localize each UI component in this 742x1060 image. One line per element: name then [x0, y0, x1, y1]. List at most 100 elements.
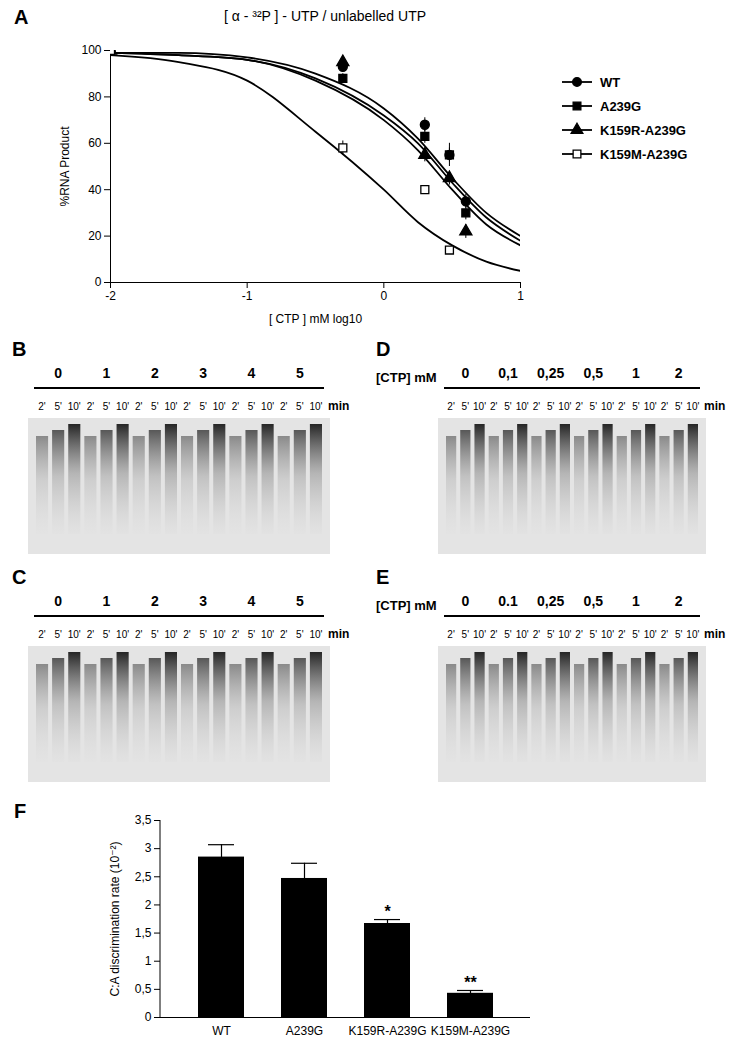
svg-text:5': 5'	[632, 629, 640, 640]
svg-text:2: 2	[675, 365, 683, 381]
svg-text:2': 2'	[87, 629, 95, 640]
svg-text:2': 2'	[87, 401, 95, 412]
svg-text:10': 10'	[644, 629, 657, 640]
svg-text:0,1: 0,1	[498, 365, 518, 381]
svg-text:1: 1	[145, 954, 152, 968]
svg-text:60: 60	[88, 136, 102, 150]
svg-text:5': 5'	[248, 401, 256, 412]
svg-text:A239G: A239G	[286, 1024, 323, 1038]
svg-text:[CTP] mM: [CTP] mM	[376, 370, 437, 385]
svg-text:4: 4	[248, 593, 256, 609]
svg-text:2': 2'	[533, 401, 541, 412]
svg-text:0,5: 0,5	[135, 982, 152, 996]
svg-text:10': 10'	[68, 629, 81, 640]
svg-text:5': 5'	[632, 401, 640, 412]
svg-text:10': 10'	[473, 401, 486, 412]
svg-text:%RNA Product: %RNA Product	[58, 126, 72, 207]
svg-text:5': 5'	[151, 401, 159, 412]
svg-text:10': 10'	[261, 401, 274, 412]
svg-text:3,5: 3,5	[135, 813, 152, 827]
svg-text:10': 10'	[68, 401, 81, 412]
svg-text:0: 0	[95, 275, 102, 289]
svg-text:min: min	[328, 627, 349, 641]
svg-text:10': 10'	[261, 629, 274, 640]
svg-text:2': 2'	[661, 629, 669, 640]
svg-text:10': 10'	[601, 401, 614, 412]
svg-text:10': 10'	[473, 629, 486, 640]
svg-text:10': 10'	[116, 629, 129, 640]
svg-text:1: 1	[103, 593, 111, 609]
svg-text:2: 2	[151, 365, 159, 381]
svg-text:1: 1	[103, 365, 111, 381]
svg-text:10': 10'	[558, 401, 571, 412]
svg-text:5': 5'	[151, 629, 159, 640]
svg-text:2': 2'	[38, 401, 46, 412]
svg-text:4: 4	[248, 365, 256, 381]
svg-text:5': 5'	[248, 629, 256, 640]
svg-text:2': 2'	[490, 629, 498, 640]
svg-text:5': 5'	[199, 401, 207, 412]
svg-text:2': 2'	[533, 629, 541, 640]
svg-text:10': 10'	[686, 401, 699, 412]
svg-text:1: 1	[632, 593, 640, 609]
svg-text:5': 5'	[462, 401, 470, 412]
svg-text:2,5: 2,5	[135, 870, 152, 884]
svg-text:0: 0	[461, 593, 469, 609]
svg-text:*: *	[384, 903, 391, 920]
svg-text:5': 5'	[590, 629, 598, 640]
svg-text:100: 100	[81, 43, 101, 57]
svg-text:[CTP] mM: [CTP] mM	[376, 598, 437, 613]
svg-text:5': 5'	[296, 401, 304, 412]
svg-text:5': 5'	[103, 401, 111, 412]
svg-text:5: 5	[296, 365, 304, 381]
svg-text:2': 2'	[232, 401, 240, 412]
svg-text:5: 5	[296, 593, 304, 609]
svg-text:E: E	[376, 566, 389, 588]
svg-text:D: D	[376, 338, 390, 360]
svg-text:2': 2'	[575, 629, 583, 640]
svg-text:10': 10'	[601, 629, 614, 640]
svg-text:-2: -2	[105, 289, 116, 303]
svg-text:10': 10'	[644, 401, 657, 412]
svg-text:K159M-A239G: K159M-A239G	[431, 1024, 510, 1038]
svg-text:40: 40	[88, 183, 102, 197]
svg-text:5': 5'	[675, 629, 683, 640]
svg-text:5': 5'	[547, 629, 555, 640]
svg-text:**: **	[464, 974, 477, 991]
svg-text:2': 2'	[280, 629, 288, 640]
svg-text:2: 2	[675, 593, 683, 609]
svg-text:2': 2'	[232, 629, 240, 640]
svg-text:min: min	[704, 399, 725, 413]
svg-text:10': 10'	[309, 629, 322, 640]
svg-text:10': 10'	[558, 629, 571, 640]
svg-text:0: 0	[54, 593, 62, 609]
svg-text:5': 5'	[504, 401, 512, 412]
svg-text:0,25: 0,25	[537, 593, 564, 609]
svg-text:10': 10'	[686, 629, 699, 640]
svg-text:2': 2'	[618, 629, 626, 640]
svg-text:2': 2'	[280, 401, 288, 412]
svg-text:-1: -1	[242, 289, 253, 303]
svg-text:1: 1	[517, 289, 524, 303]
svg-text:[ CTP ] mM log10: [ CTP ] mM log10	[269, 312, 362, 326]
svg-text:10': 10'	[213, 401, 226, 412]
svg-text:10': 10'	[116, 401, 129, 412]
svg-text:0: 0	[380, 289, 387, 303]
svg-text:2: 2	[151, 593, 159, 609]
svg-text:2': 2'	[618, 401, 626, 412]
svg-text:1: 1	[632, 365, 640, 381]
svg-text:80: 80	[88, 90, 102, 104]
svg-text:0,25: 0,25	[537, 365, 564, 381]
svg-text:5': 5'	[54, 401, 62, 412]
svg-text:10': 10'	[516, 401, 529, 412]
svg-text:0: 0	[54, 365, 62, 381]
svg-text:B: B	[12, 338, 26, 360]
svg-text:C: C	[12, 566, 26, 588]
svg-text:2': 2'	[661, 401, 669, 412]
svg-text:5': 5'	[103, 629, 111, 640]
svg-text:2': 2'	[135, 629, 143, 640]
svg-text:C:A discrimination rate (10⁻²): C:A discrimination rate (10⁻²)	[108, 841, 122, 996]
svg-text:3: 3	[199, 365, 207, 381]
svg-text:5': 5'	[547, 401, 555, 412]
svg-text:2': 2'	[183, 401, 191, 412]
